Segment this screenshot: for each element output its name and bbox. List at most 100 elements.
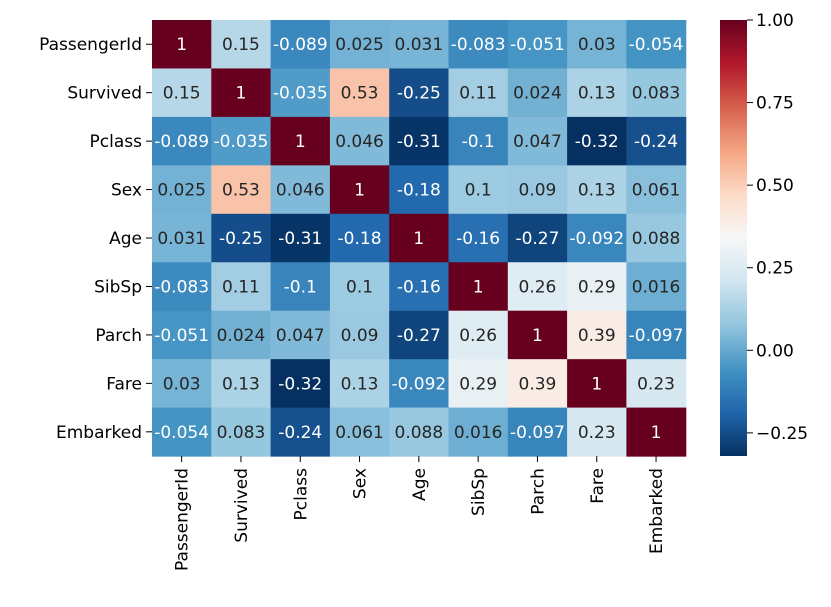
y-tick-labels: PassengerId Survived Pclass Sex Age SibSp Parc… xyxy=(39,35,152,443)
heatmap-cell-7-1 xyxy=(211,359,272,409)
annotation-0-6: -0.051 xyxy=(510,35,565,55)
annotation-6-3: 0.09 xyxy=(341,326,379,346)
heatmap-cell-5-4 xyxy=(389,262,450,312)
annotation-1-5: 0.11 xyxy=(459,84,497,104)
annotation-6-2: 0.047 xyxy=(276,326,325,346)
heatmap-cell-0-2 xyxy=(270,20,331,70)
annotation-4-3: -0.18 xyxy=(338,229,382,249)
annotation-5-1: 0.11 xyxy=(222,277,260,297)
heatmap-cell-3-3 xyxy=(329,165,390,215)
heatmap-cell-7-8 xyxy=(626,359,687,409)
annotation-8-4: 0.088 xyxy=(395,423,444,443)
heatmap-cell-6-8 xyxy=(626,310,687,360)
annotation-3-8: 0.061 xyxy=(632,181,681,201)
annotation-1-2: -0.035 xyxy=(273,84,328,104)
annotation-3-4: -0.18 xyxy=(397,181,441,201)
annotation-0-8: -0.054 xyxy=(629,35,684,55)
annotation-8-2: -0.24 xyxy=(278,423,322,443)
heatmap-cell-2-0 xyxy=(152,116,212,166)
heatmap-cell-1-6 xyxy=(507,68,568,118)
annotation-3-7: 0.13 xyxy=(578,181,616,201)
annotation-2-0: -0.089 xyxy=(154,132,209,152)
heatmap-cell-7-6 xyxy=(507,359,568,409)
heatmap-cell-2-7 xyxy=(567,116,627,166)
y-tick-label-7: Fare xyxy=(106,374,142,394)
heatmap-cell-2-6 xyxy=(507,116,568,166)
annotation-1-0: 0.15 xyxy=(163,84,201,104)
annotation-6-1: 0.024 xyxy=(217,326,266,346)
heatmap-cell-4-8 xyxy=(626,213,687,263)
heatmap-cell-1-0 xyxy=(152,68,212,118)
annotation-8-3: 0.061 xyxy=(335,423,384,443)
annotation-2-1: -0.035 xyxy=(214,132,269,152)
heatmap-cell-5-7 xyxy=(567,262,627,312)
heatmap-cell-6-5 xyxy=(448,310,509,360)
annotation-4-8: 0.088 xyxy=(632,229,681,249)
annotation-3-0: 0.025 xyxy=(157,181,206,201)
annotation-4-6: -0.27 xyxy=(515,229,559,249)
heatmap-cell-6-1 xyxy=(211,310,272,360)
heatmap-cell-5-2 xyxy=(270,262,331,312)
y-tick-label-5: SibSp xyxy=(94,277,142,297)
heatmap-cell-5-3 xyxy=(329,262,390,312)
annotation-0-5: -0.083 xyxy=(451,35,506,55)
heatmap-cell-8-7 xyxy=(567,407,627,457)
annotation-6-5: 0.26 xyxy=(459,326,497,346)
annotation-6-7: 0.39 xyxy=(578,326,616,346)
annotation-2-6: 0.047 xyxy=(513,132,562,152)
annotation-0-1: 0.15 xyxy=(222,35,260,55)
heatmap-cell-8-0 xyxy=(152,407,212,457)
annotation-4-5: -0.16 xyxy=(456,229,500,249)
colorbar-tick-label-3: 0.25 xyxy=(756,259,794,279)
annotation-2-3: 0.046 xyxy=(335,132,384,152)
heatmap-cell-1-4 xyxy=(389,68,450,118)
heatmap-cell-2-1 xyxy=(211,116,272,166)
x-tick-label-6: Parch xyxy=(528,468,548,515)
y-tick-label-4: Age xyxy=(109,229,142,249)
heatmap-cell-1-7 xyxy=(567,68,627,118)
heatmap-cell-5-8 xyxy=(626,262,687,312)
heatmap-cell-4-3 xyxy=(329,213,390,263)
heatmap-cell-1-5 xyxy=(448,68,509,118)
annotation-0-4: 0.031 xyxy=(395,35,444,55)
heatmap-cell-7-5 xyxy=(448,359,509,409)
annotation-4-0: 0.031 xyxy=(157,229,206,249)
x-tick-label-8: Embarked xyxy=(647,468,667,554)
heatmap-cell-2-4 xyxy=(389,116,450,166)
x-tick-label-1: Survived xyxy=(232,468,252,543)
heatmap-cell-3-4 xyxy=(389,165,450,215)
annotation-5-4: -0.16 xyxy=(397,277,441,297)
annotation-7-8: 0.23 xyxy=(637,374,675,394)
heatmap-cell-1-2 xyxy=(270,68,331,118)
annotation-1-4: -0.25 xyxy=(397,84,441,104)
annotation-4-2: -0.31 xyxy=(278,229,322,249)
heatmap-cell-7-0 xyxy=(152,359,212,409)
x-tick-label-5: SibSp xyxy=(469,468,489,516)
annotation-7-3: 0.13 xyxy=(341,374,379,394)
annotation-7-4: -0.092 xyxy=(391,374,446,394)
annotation-7-7: 1 xyxy=(591,374,602,394)
heatmap-cell-3-2 xyxy=(270,165,331,215)
heatmap-cell-4-4 xyxy=(389,213,450,263)
annotation-6-4: -0.27 xyxy=(397,326,441,346)
colorbar-tick-label-1: 0.75 xyxy=(756,94,794,114)
annotation-8-5: 0.016 xyxy=(454,423,503,443)
heatmap-cell-0-0 xyxy=(152,20,212,70)
annotation-8-6: -0.097 xyxy=(510,423,565,443)
annotation-2-7: -0.32 xyxy=(575,132,619,152)
heatmap-cell-6-4 xyxy=(389,310,450,360)
heatmap-cell-0-3 xyxy=(329,20,390,70)
heatmap-cell-6-3 xyxy=(329,310,390,360)
annotation-5-8: 0.016 xyxy=(632,277,681,297)
annotation-5-6: 0.26 xyxy=(519,277,557,297)
colorbar-tick-label-4: 0.00 xyxy=(756,341,794,361)
annotation-7-2: -0.32 xyxy=(278,374,322,394)
annotation-8-0: -0.054 xyxy=(154,423,209,443)
colorbar-tick-label-2: 0.50 xyxy=(756,176,794,196)
annotation-3-5: 0.1 xyxy=(465,181,492,201)
colorbar-ticks: 1.00 0.75 0.50 0.25 0.00 −0.25 xyxy=(747,11,808,444)
annotation-2-4: -0.31 xyxy=(397,132,441,152)
heatmap-cell-1-1 xyxy=(211,68,272,118)
heatmap-cell-4-6 xyxy=(507,213,568,263)
